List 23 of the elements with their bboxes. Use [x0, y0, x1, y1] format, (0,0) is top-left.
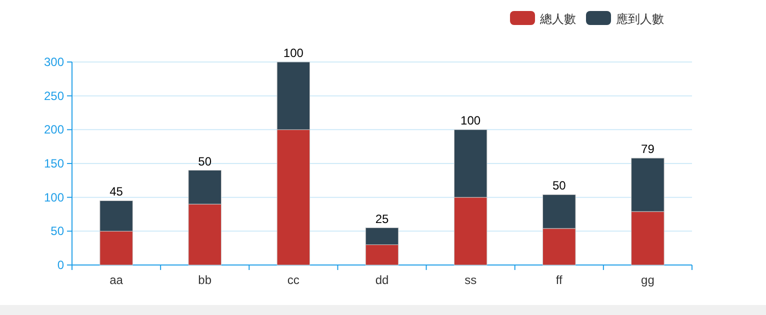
- x-tick-label: gg: [641, 273, 654, 287]
- legend-label: 應到人數: [616, 12, 664, 26]
- y-tick-label: 50: [50, 224, 64, 238]
- data-label: 79: [641, 142, 655, 156]
- y-tick-label: 0: [57, 258, 64, 272]
- data-label: 45: [110, 184, 124, 199]
- x-tick-label: ss: [464, 273, 477, 287]
- x-tick-label: aa: [110, 273, 124, 287]
- legend-label: 總人數: [539, 12, 576, 26]
- y-tick-label: 200: [44, 122, 64, 137]
- x-tick-label: cc: [287, 273, 300, 287]
- y-tick-label: 150: [44, 156, 64, 170]
- y-tick-label: 250: [44, 88, 64, 103]
- data-label: 100: [460, 114, 481, 128]
- y-tick-label: 300: [44, 55, 64, 69]
- x-tick-label: dd: [375, 273, 389, 287]
- x-tick-label: bb: [198, 273, 212, 287]
- x-tick-label: ff: [556, 273, 564, 287]
- y-tick-label: 100: [44, 190, 64, 204]
- data-label: 50: [552, 178, 566, 193]
- data-label: 25: [375, 212, 389, 226]
- data-label: 50: [198, 154, 212, 168]
- data-label: 100: [283, 46, 304, 60]
